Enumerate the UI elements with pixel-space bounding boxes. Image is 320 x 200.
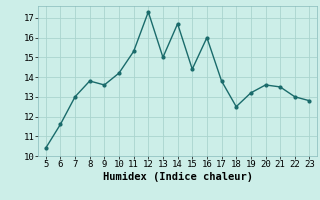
X-axis label: Humidex (Indice chaleur): Humidex (Indice chaleur) bbox=[103, 172, 252, 182]
